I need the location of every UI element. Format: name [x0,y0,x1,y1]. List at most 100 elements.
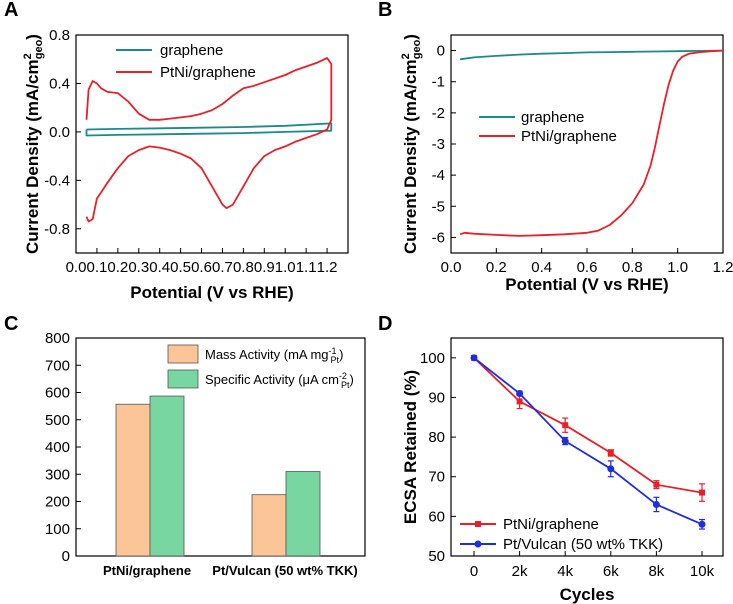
panel-c-legend-mass-main: Mass Activity (mA mg [205,347,329,362]
panel-c-legend-specific-swatch [167,369,199,389]
x-tick-label: 1.1 [296,259,317,276]
panel-b-x-label: Potential (V vs RHE) [505,275,668,294]
panel-b-label: B [378,0,392,21]
y-tick-label: 50 [428,548,445,565]
panel-a-y-label-sup: 2 [22,53,34,59]
x-tick-label: 1.2 [713,259,733,276]
y-tick-label: 0.0 [49,124,70,141]
panel-c-legend-specific-sub: Pt [341,380,350,390]
panel-d-series [470,354,706,530]
y-tick-label: -1 [432,74,445,91]
x-tick-label: 0.3 [128,259,149,276]
point-ptni-graphene [607,449,614,456]
bar-specific-activity-0 [149,395,185,557]
panel-a-legend-graphene: graphene [160,42,223,59]
panel-d-y-ticks: 50 60 70 80 90 100 [420,350,456,565]
panel-d-frame [450,337,724,557]
panel-a-y-label: Current Density (mA/cm2geo) [22,34,45,254]
point-pt-vulcan-50-wt-tkk- [470,354,478,362]
panel-d-legend-ptni: PtNi/graphene [503,516,599,533]
x-tick-label: 0.4 [531,259,552,276]
x-tick-label: 10k [690,563,715,580]
x-tick-label: 0.6 [577,259,598,276]
panel-b-y-label-main: Current Density (mA/cm [401,59,420,254]
panel-a-y-label-close: ) [23,34,42,40]
panel-c-legend-mass: Mass Activity (mA mg-1 Pt) [205,346,343,365]
panel-b-legend-ptni: PtNi/graphene [521,128,617,145]
series-line-ptni-graphene [459,49,724,237]
series-line-pt-vulcan-50-wt-tkk- [473,357,703,526]
x-tick-label: 1.0 [667,259,688,276]
panel-c-legend-mass-sub: Pt [331,355,340,365]
x-tick-label: 1.2 [317,259,338,276]
panel-c-category-ptni: PtNi/graphene [103,563,191,578]
point-pt-vulcan-50-wt-tkk- [607,465,615,473]
x-tick-label: 0.8 [233,259,254,276]
x-tick-label: 0.8 [622,259,643,276]
point-pt-vulcan-50-wt-tkk- [652,500,660,508]
panel-a-x-label: Potential (V vs RHE) [130,283,293,302]
panel-d-legend-ptvulcan: Pt/Vulcan (50 wt% TKK) [503,536,663,553]
panel-a-legend: graphene PtNi/graphene [116,42,256,81]
y-tick-label: 300 [45,466,70,483]
x-tick-label: 0.2 [107,259,128,276]
panel-a-label: A [4,0,18,21]
panel-a-y-ticks: -0.8 -0.4 0.0 0.4 0.8 [44,27,81,238]
panel-b-y-label-sup: 2 [400,53,412,59]
y-tick-label: -4 [432,167,445,184]
y-tick-label: 0 [62,548,70,565]
panel-b-legend-graphene: graphene [521,109,584,126]
x-tick-label: 0 [470,563,478,580]
panel-c-legend-specific-close: ) [349,372,353,387]
series-line-graphene [85,122,333,137]
x-tick-label: 1.0 [275,259,296,276]
panel-a-legend-ptni: PtNi/graphene [160,64,256,81]
y-tick-label: 90 [428,389,445,406]
panel-c-legend-mass-close: ) [339,347,343,362]
panel-a-x-ticks: 0.0 0.1 0.2 0.3 0.4 0.5 0.6 0.7 0.8 0.9 1.0 1.1 1.2 [66,248,338,276]
x-tick-label: 0.6 [191,259,212,276]
panel-b-series [459,49,724,237]
panel-c-y-ticks: 0 100 200 300 400 500 600 700 800 [45,330,81,565]
y-tick-label: 0.8 [49,27,70,44]
x-tick-label: 0.0 [441,259,462,276]
y-tick-label: 200 [45,494,70,511]
point-ptni-graphene [653,481,660,488]
panel-a-frame [75,34,349,254]
x-tick-label: 0.1 [86,259,107,276]
y-tick-label: -0.8 [44,221,70,238]
panel-b-y-label: Current Density (mA/cm2geo) [400,34,423,254]
panel-d-legend-ptni-marker [475,521,481,527]
panel-a-series [85,57,333,223]
y-tick-label: 800 [45,330,70,347]
x-tick-label: 4k [557,563,573,580]
x-tick-label: 2k [512,563,528,580]
y-tick-label: -3 [432,136,445,153]
series-line-ptni-graphene [473,357,703,494]
y-tick-label: 600 [45,385,70,402]
x-tick-label: 0.7 [212,259,233,276]
panel-c-legend: Mass Activity (mA mg-1 Pt) Specific Activ… [167,344,354,390]
point-pt-vulcan-50-wt-tkk- [698,520,706,528]
panel-d-x-ticks: 0 2k 4k 6k 8k 10k [470,551,715,580]
y-tick-label: 80 [428,429,445,446]
panel-b-y-ticks: -6 -5 -4 -3 -2 -1 0 [432,43,456,246]
panel-a-y-label-main: Current Density (mA/cm [23,59,42,254]
point-pt-vulcan-50-wt-tkk- [516,389,524,397]
point-pt-vulcan-50-wt-tkk- [561,437,569,445]
bar-mass-activity-0 [115,403,151,557]
point-ptni-graphene [516,398,523,405]
x-tick-label: 0.4 [149,259,170,276]
point-ptni-graphene [562,422,569,429]
series-line-graphene [459,49,724,61]
panel-d-y-label: ECSA Retained (%) [401,370,420,524]
panel-b-x-ticks: 0.0 0.2 0.4 0.6 0.8 1.0 1.2 [441,248,733,276]
panel-c-category-ptvulcan: Pt/Vulcan (50 wt% TKK) [212,563,357,578]
y-tick-label: 70 [428,469,445,486]
panel-d-legend-ptvulcan-marker [474,540,482,548]
point-ptni-graphene [699,489,705,496]
y-tick-label: 100 [420,350,445,367]
panel-c-legend-specific-main: Specific Activity (μA cm [205,372,339,387]
y-tick-label: -2 [432,105,445,122]
